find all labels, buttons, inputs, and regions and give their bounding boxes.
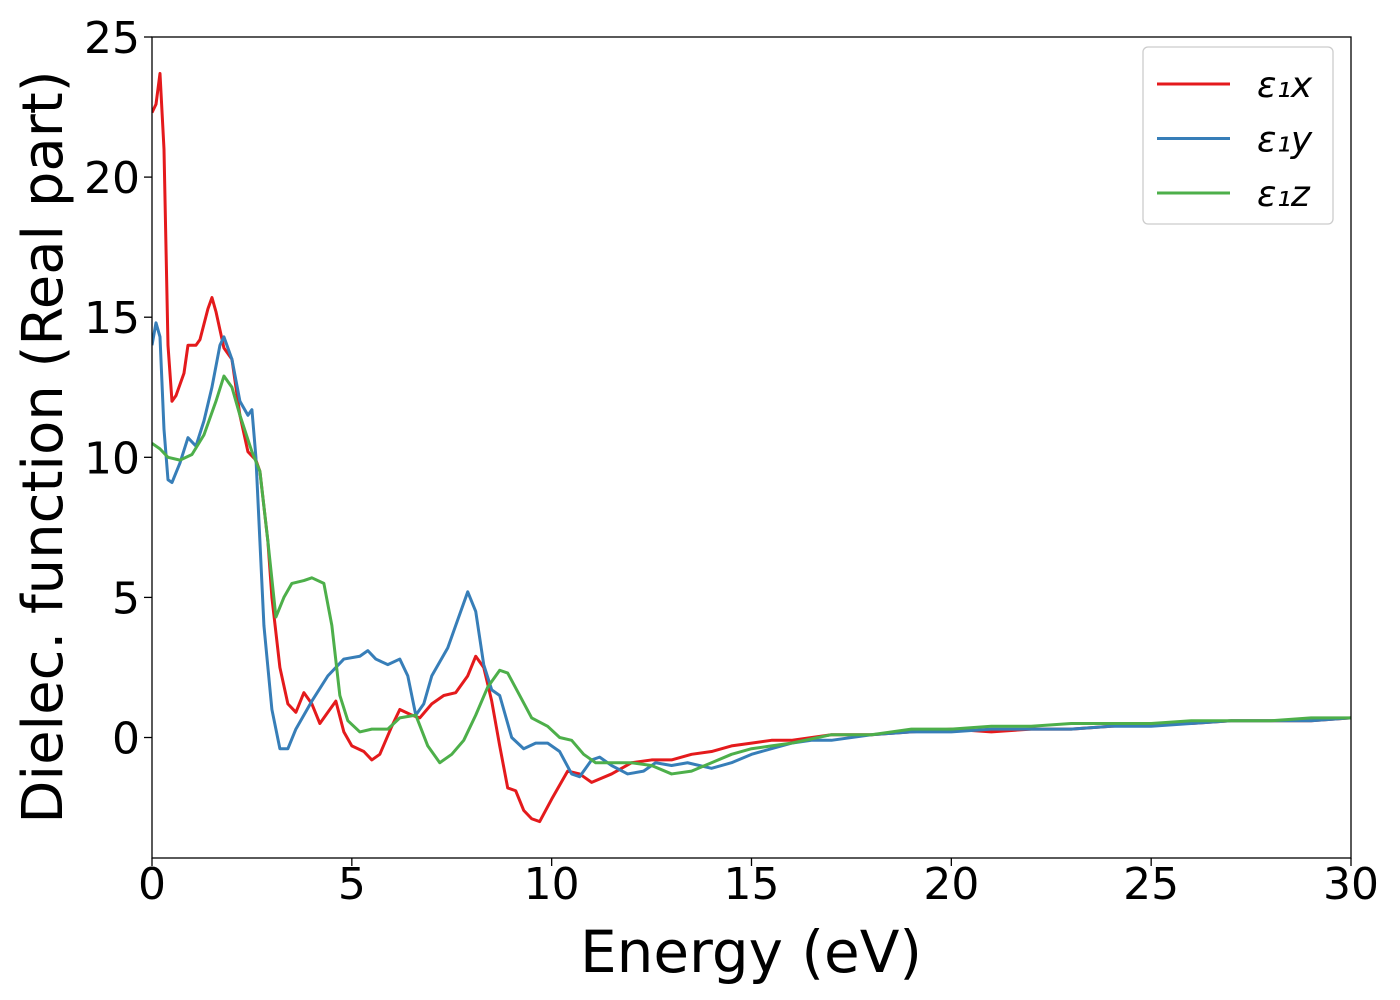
y-axis-label: Dielec. function (Real part) <box>11 70 76 823</box>
x-tick-label: 15 <box>724 859 780 910</box>
y-tick-label: 5 <box>112 573 140 624</box>
x-tick-label: 20 <box>923 859 979 910</box>
legend-label: ε₁x <box>1257 65 1313 106</box>
legend-box <box>1142 46 1334 225</box>
y-tick-label: 15 <box>84 293 140 344</box>
data-line <box>152 321 1351 779</box>
x-tick-label: 5 <box>338 859 366 910</box>
legend-label: ε₁y <box>1257 120 1313 161</box>
x-axis-label: Energy (eV) <box>580 918 922 986</box>
x-tick-label: 10 <box>524 859 580 910</box>
x-tick-label: 30 <box>1323 859 1379 910</box>
y-tick-label: 25 <box>84 13 140 64</box>
y-tick-label: 10 <box>84 433 140 484</box>
x-tick-label: 0 <box>138 859 166 910</box>
x-tick-label: 25 <box>1123 859 1179 910</box>
y-tick-label: 0 <box>112 714 140 765</box>
data-line <box>152 374 1351 776</box>
legend: ε₁x ε₁y ε₁z <box>1142 46 1334 225</box>
legend-label: ε₁z <box>1257 174 1311 215</box>
y-tick-label: 20 <box>84 153 140 204</box>
